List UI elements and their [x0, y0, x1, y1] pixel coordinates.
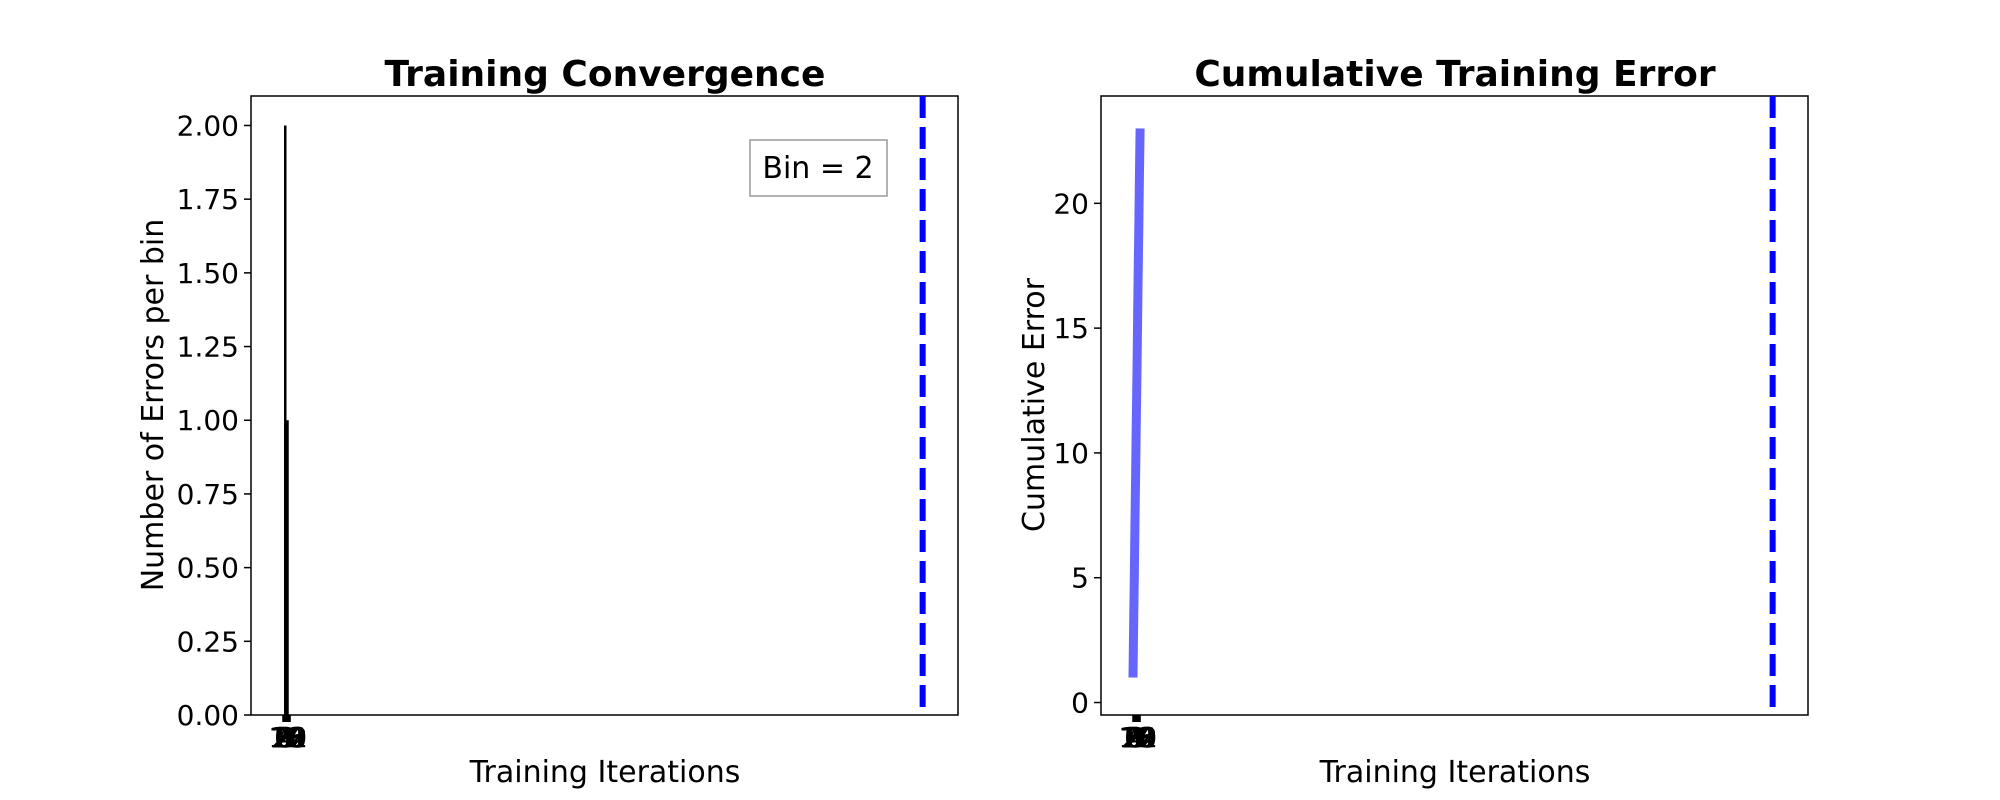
y-tick-label: 0.75	[177, 478, 239, 511]
x-tick-label: 14	[270, 721, 306, 754]
y-tick-label: 2.00	[177, 109, 239, 142]
x-tick-label: 18	[1121, 721, 1157, 754]
x-tick-label: 14	[1120, 721, 1156, 754]
chart-title: Cumulative Training Error	[1194, 54, 1716, 95]
y-tick-label: 20	[1053, 187, 1089, 220]
x-tick-label: 8	[277, 721, 295, 754]
x-tick-label: 10	[268, 721, 304, 754]
x-axis-label: Training Iterations	[1319, 755, 1591, 790]
plot-frame	[250, 95, 959, 716]
x-tick-label: 20	[272, 721, 308, 754]
plot-frame	[1100, 95, 1809, 716]
x-tick-label: 20	[1122, 721, 1158, 754]
plot-marks	[1128, 96, 1776, 715]
y-tick-label: 1.75	[177, 183, 239, 216]
y-axis-label: Cumulative Error	[1017, 277, 1052, 532]
x-tick-label: 2	[275, 721, 293, 754]
chart-title: Training Convergence	[385, 54, 826, 95]
x-tick-label: 8	[1127, 721, 1145, 754]
x-tick-label: 6	[1126, 721, 1144, 754]
x-tick-label: 2	[1125, 721, 1143, 754]
chart-training-convergence: Training Convergence 0.00 0.25 0.50 0.75 1.0…	[136, 54, 959, 790]
series-line	[1128, 128, 1145, 678]
x-tick-label: 16	[270, 721, 306, 754]
y-tick-label: 5	[1071, 562, 1089, 595]
y-tick-label: 1.50	[177, 257, 239, 290]
y-tick-label: 1.25	[177, 331, 239, 364]
x-tick-label: 10	[1118, 721, 1154, 754]
x-tick-label: 18	[271, 721, 307, 754]
x-tick-label: 22	[272, 721, 308, 754]
y-tick-label: 0.25	[177, 625, 239, 658]
x-axis-label: Training Iterations	[469, 755, 741, 790]
x-tick-label: 0	[1124, 721, 1142, 754]
y-tick-label: 0	[1071, 687, 1089, 720]
y-tick-label: 0.00	[177, 699, 239, 732]
x-tick-label: 12	[1119, 721, 1155, 754]
x-tick-label: 4	[275, 721, 293, 754]
x-tick-label: 4	[1125, 721, 1143, 754]
y-tick-label: 0.50	[177, 552, 239, 585]
x-tick-label: 0	[274, 721, 292, 754]
y-tick-label: 15	[1053, 312, 1089, 345]
legend-box	[749, 139, 888, 197]
y-axis-label: Number of Errors per bin	[136, 219, 171, 592]
x-tick-label: 12	[269, 721, 305, 754]
y-axis-ticks: 0 5 10 15 20	[1053, 187, 1101, 720]
y-tick-label: 10	[1053, 437, 1089, 470]
x-tick-label: 6	[276, 721, 294, 754]
legend: Bin = 2	[749, 139, 888, 197]
x-tick-label: 16	[1120, 721, 1156, 754]
y-axis-ticks: 0.00 0.25 0.50 0.75 1.00 1.25 1.50 1.75 2.00	[177, 109, 251, 732]
legend-entry: Bin = 2	[762, 151, 873, 186]
x-tick-label: 22	[1122, 721, 1158, 754]
plot-marks	[284, 96, 926, 715]
y-tick-label: 1.00	[177, 404, 239, 437]
